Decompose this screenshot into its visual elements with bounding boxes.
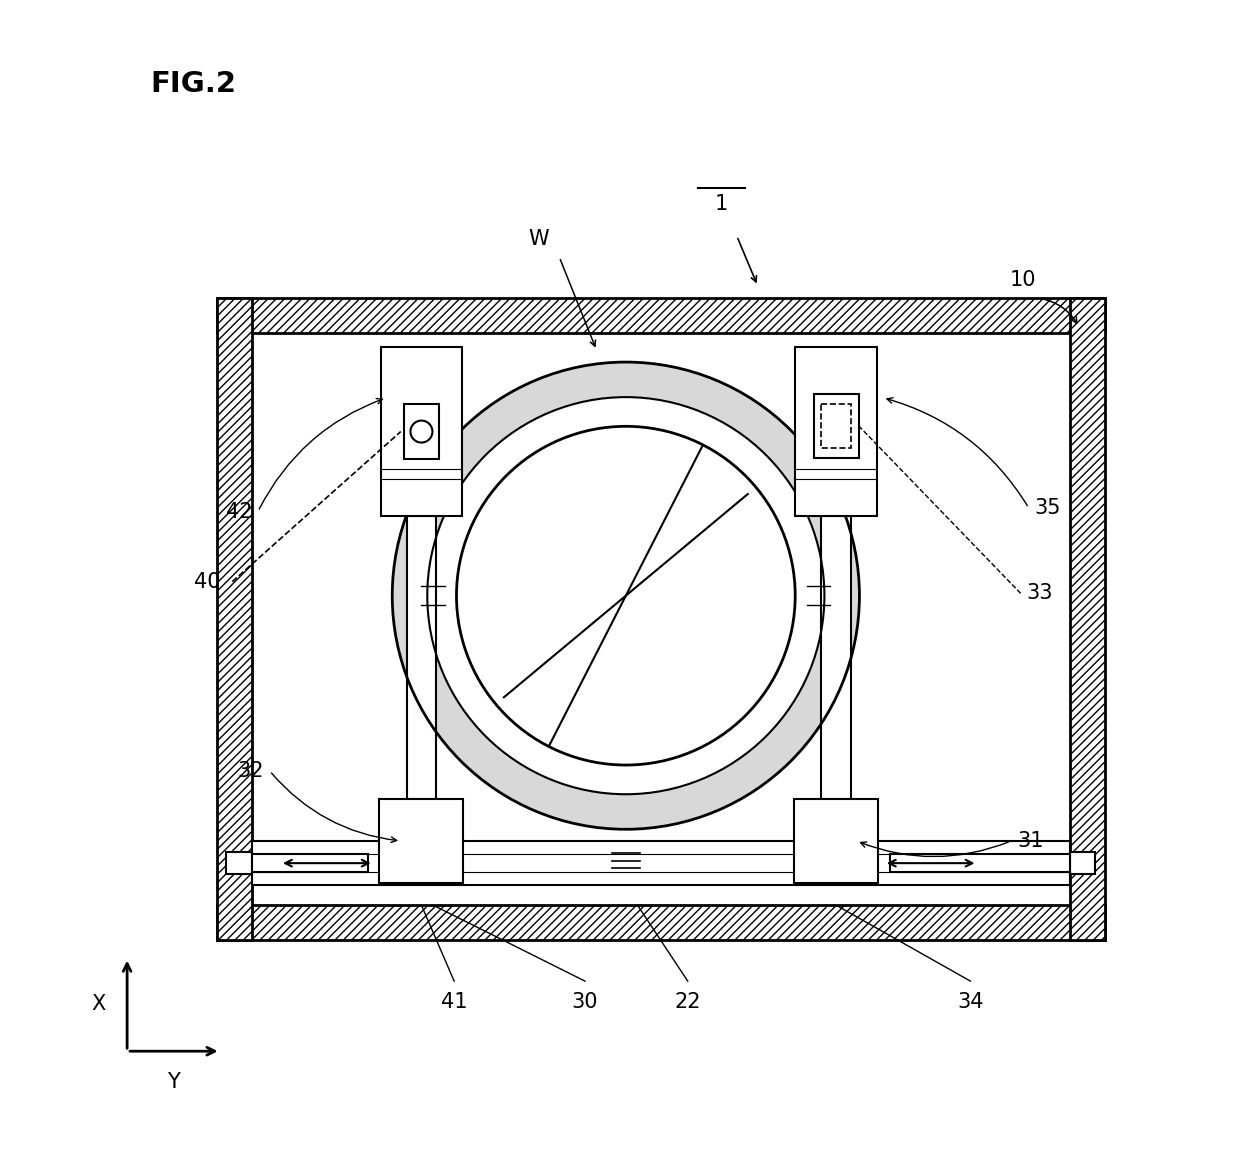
Bar xyxy=(813,394,858,458)
Text: 32: 32 xyxy=(237,760,264,781)
Text: 42: 42 xyxy=(226,501,252,522)
Text: 10: 10 xyxy=(1009,270,1037,291)
Bar xyxy=(407,516,436,799)
Bar xyxy=(217,905,1105,940)
Bar xyxy=(890,854,1070,872)
Bar xyxy=(1070,298,1105,940)
Bar xyxy=(252,333,1070,905)
Text: 41: 41 xyxy=(441,992,467,1013)
Bar xyxy=(252,841,1070,885)
Bar xyxy=(404,404,439,459)
Circle shape xyxy=(410,420,433,443)
Text: W: W xyxy=(528,229,548,250)
Text: 1: 1 xyxy=(715,194,728,215)
Circle shape xyxy=(456,426,795,765)
Text: FIG.2: FIG.2 xyxy=(150,70,237,98)
Bar xyxy=(227,851,252,874)
Text: X: X xyxy=(92,994,107,1015)
Circle shape xyxy=(392,362,859,829)
Circle shape xyxy=(428,397,825,794)
Bar xyxy=(252,854,368,872)
Text: 30: 30 xyxy=(572,992,598,1013)
Text: 31: 31 xyxy=(1017,830,1044,851)
Text: 33: 33 xyxy=(1027,583,1053,604)
Bar xyxy=(794,799,878,883)
Text: 22: 22 xyxy=(675,992,701,1013)
Bar xyxy=(379,799,464,883)
Bar xyxy=(217,298,1105,333)
Text: 35: 35 xyxy=(1034,498,1061,519)
Bar xyxy=(217,298,252,940)
Text: Y: Y xyxy=(167,1072,180,1092)
Bar xyxy=(821,404,852,447)
Bar xyxy=(821,516,851,799)
Bar xyxy=(381,347,463,516)
Text: 34: 34 xyxy=(957,992,983,1013)
Bar xyxy=(795,347,877,516)
Bar xyxy=(1070,851,1095,874)
Text: 40: 40 xyxy=(193,571,221,592)
